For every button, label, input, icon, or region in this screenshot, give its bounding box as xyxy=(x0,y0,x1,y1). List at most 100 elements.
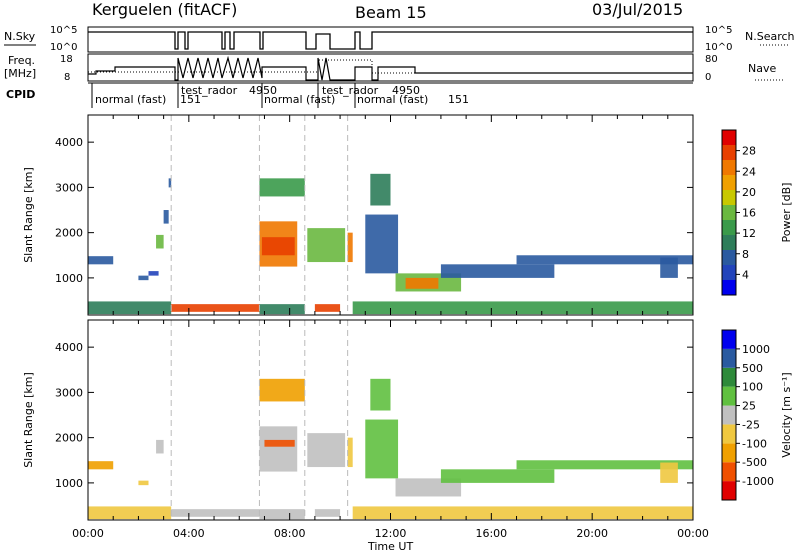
velocity-colorbar-tick-label: 25 xyxy=(742,400,756,413)
power-ytick-label: 3000 xyxy=(55,181,83,194)
power-cell xyxy=(259,178,305,197)
power-ytick-label: 1000 xyxy=(55,272,83,285)
power-panel: 1000 2000 3000 4000 Slant Range [km] xyxy=(22,114,694,316)
x-tick-label: 20:00 xyxy=(576,527,608,540)
velocity-colorbar-tick-label: -1000 xyxy=(742,475,774,488)
vel-ytick-label: 4000 xyxy=(55,341,83,354)
power-colorbar-swatch xyxy=(722,160,736,175)
date-title: 03/Jul/2015 xyxy=(592,0,683,19)
vel-cell xyxy=(440,469,555,483)
freq-panel xyxy=(87,53,694,82)
cpid-segment-2-id: 4950 xyxy=(249,84,277,97)
velocity-colorbar-tick-label: -25 xyxy=(742,418,760,431)
vel-ytick-label: 3000 xyxy=(55,386,83,399)
power-colorbar-tick-label: 28 xyxy=(742,145,756,158)
nsky-tick-high: 10^5 xyxy=(50,25,77,36)
vel-cell xyxy=(88,461,114,470)
x-tick-label: 00:00 xyxy=(677,527,709,540)
vel-ylabel: Slant Range [km] xyxy=(22,372,35,468)
cpid-segment-1-id: 151 xyxy=(180,93,201,106)
cpid-segment-1-name: normal (fast) xyxy=(95,93,166,106)
velocity-panel: 1000 2000 3000 4000 Slant Range [km] xyxy=(22,319,694,521)
x-axis: 00:00 04:00 08:00 12:00 16:00 20:00 00:00 xyxy=(72,527,709,540)
velocity-colorbar-title: Velocity [m s⁻¹] xyxy=(780,372,793,457)
power-colorbar-swatch xyxy=(722,190,736,205)
power-cell xyxy=(370,173,391,206)
velocity-colorbar-tick-label: -100 xyxy=(742,437,767,450)
nsky-label: N.Sky xyxy=(4,30,36,43)
power-colorbar-title: Power [dB] xyxy=(780,183,793,243)
velocity-colorbar-swatch xyxy=(722,330,736,349)
power-colorbar: 4 8 12 16 20 24 28 Power [dB] xyxy=(721,129,793,296)
vel-cell xyxy=(352,506,693,520)
velocity-colorbar-swatch xyxy=(722,462,736,482)
power-cell xyxy=(314,304,341,312)
cpid-label: CPID xyxy=(6,88,35,101)
cpid-segment-2-name: test_rador xyxy=(181,84,238,97)
power-cell xyxy=(405,277,439,289)
power-cell xyxy=(171,304,260,312)
vel-cell xyxy=(395,478,462,497)
vel-cell xyxy=(138,480,149,486)
power-cell xyxy=(440,264,555,278)
velocity-colorbar-swatch xyxy=(722,481,736,500)
freq-tick-high: 18 xyxy=(60,54,73,65)
cpid-segment-4-name: test_rador xyxy=(322,84,379,97)
vel-ytick-label: 1000 xyxy=(55,477,83,490)
power-colorbar-tick-label: 16 xyxy=(742,207,756,220)
velocity-colorbar-tick-label: 1000 xyxy=(742,343,770,356)
nsearch-tick-low: 10^0 xyxy=(705,42,732,53)
power-colorbar-tick-label: 4 xyxy=(742,268,749,281)
velocity-colorbar-tick-label: 500 xyxy=(742,362,763,375)
power-cell xyxy=(163,210,169,224)
velocity-colorbar-swatch xyxy=(722,386,736,406)
velocity-colorbar-swatch xyxy=(722,424,736,444)
velocity-colorbar-tick-label: 100 xyxy=(742,381,763,394)
cpid-segment-3-name: normal (fast) xyxy=(264,93,335,106)
vel-cell xyxy=(88,506,172,520)
freq-trace xyxy=(88,55,693,81)
power-colorbar-swatch xyxy=(722,145,736,160)
power-colorbar-swatch xyxy=(722,265,736,280)
nsky-trace xyxy=(88,31,693,50)
x-tick-label: 16:00 xyxy=(475,527,507,540)
power-ytick-label: 2000 xyxy=(55,227,83,240)
power-colorbar-tick-label: 20 xyxy=(742,186,756,199)
power-cell xyxy=(307,228,346,263)
power-ylabel: Slant Range [km] xyxy=(22,167,35,263)
vel-cell xyxy=(370,378,391,411)
power-cell xyxy=(516,255,693,265)
power-cell xyxy=(660,257,678,278)
vel-cell xyxy=(259,509,305,520)
vel-cell xyxy=(347,437,353,468)
nsearch-tick-high: 10^5 xyxy=(705,25,732,36)
cpid-segment-4-id: 4950 xyxy=(392,84,420,97)
nave-tick-low: 0 xyxy=(705,72,711,83)
vel-cell xyxy=(259,426,298,472)
beam-title: Beam 15 xyxy=(355,3,427,22)
power-cell xyxy=(365,214,399,274)
velocity-colorbar: -1000 -500 -100 -25 25 100 500 1000 Velocity [m … xyxy=(721,329,793,501)
power-colorbar-swatch xyxy=(722,235,736,250)
vel-cell xyxy=(171,509,260,517)
power-colorbar-swatch xyxy=(722,250,736,265)
nave-label: Nave xyxy=(748,62,776,75)
power-colorbar-swatch xyxy=(722,220,736,235)
vel-cell xyxy=(156,439,164,454)
nave-tick-high: 80 xyxy=(705,54,718,65)
nsky-tick-low: 10^0 xyxy=(50,42,77,53)
power-cell xyxy=(88,256,114,265)
power-ytick-label: 4000 xyxy=(55,136,83,149)
vel-cell xyxy=(264,439,295,447)
power-cell xyxy=(138,275,149,281)
cpid-segment-5-id: 151 xyxy=(448,93,469,106)
x-tick-label: 12:00 xyxy=(375,527,407,540)
power-cell xyxy=(261,237,295,256)
velocity-colorbar-swatch xyxy=(722,348,736,368)
freq-tick-low: 8 xyxy=(64,72,70,83)
velocity-colorbar-frame xyxy=(721,329,737,501)
power-colorbar-tick-label: 12 xyxy=(742,227,756,240)
power-cell xyxy=(156,234,164,249)
power-colorbar-swatch xyxy=(722,205,736,220)
